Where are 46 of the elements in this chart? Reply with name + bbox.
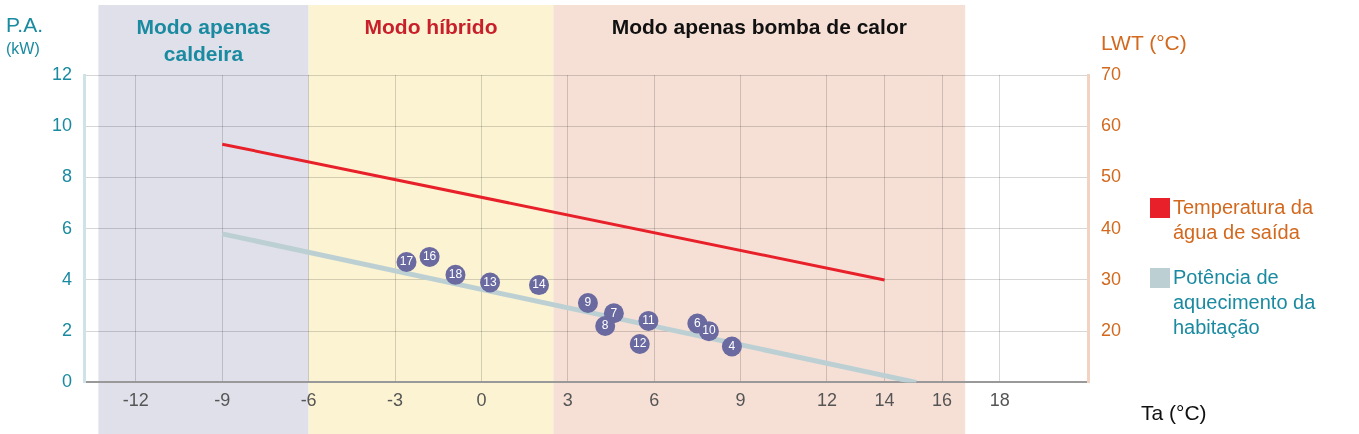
annotation: 4	[728, 338, 736, 353]
y-axis-title: P.A. (kW)	[6, 13, 43, 57]
x-tick-label: -6	[300, 390, 317, 411]
y2-tick-label: 70	[1100, 63, 1122, 84]
annotation: 18	[448, 267, 463, 282]
band-label: Modo apenas bomba de calor	[611, 14, 907, 38]
annotation: 12	[633, 336, 647, 351]
x-tick-label: -9	[214, 390, 231, 411]
x-tick-label: -3	[387, 390, 404, 411]
annotation: 8	[601, 318, 609, 333]
annotation: 17	[399, 254, 414, 269]
y-tick-label: 2	[62, 320, 73, 341]
y-tick-label: 6	[62, 217, 73, 238]
annotation: 16	[422, 249, 437, 264]
x-tick-label: 14	[874, 390, 895, 411]
x-tick-label: 18	[989, 390, 1010, 411]
x-tick-label: 9	[735, 390, 746, 411]
y2-tick-label: 50	[1100, 166, 1122, 187]
x-axis-title: Ta (°C)	[1140, 401, 1207, 424]
y2-tick-label: 60	[1100, 115, 1122, 136]
annotation: 9	[584, 295, 592, 310]
annotation: 7	[610, 305, 618, 320]
legend-label: Temperatura da água de saída	[1173, 195, 1315, 245]
y-tick-label: 8	[62, 166, 73, 187]
x-tick-label: 3	[562, 390, 573, 411]
y2-axis-title: LWT (°C)	[1100, 31, 1187, 54]
y-tick-label: 10	[51, 115, 73, 136]
annotation: 11	[642, 313, 655, 328]
annotation: 13	[483, 274, 498, 289]
annotation: 10	[702, 323, 716, 338]
y-tick-label: 0	[62, 371, 73, 392]
annotation: 14	[532, 277, 546, 292]
x-tick-label: 12	[816, 390, 837, 411]
band-label: Modo híbrido	[364, 14, 498, 38]
y2-tick-label: 20	[1100, 320, 1122, 341]
annotation: 6	[694, 315, 702, 330]
x-tick-label: 16	[932, 390, 953, 411]
legend-label: Potência de aquecimento da habitação	[1173, 265, 1317, 340]
y-tick-label: 12	[51, 63, 73, 84]
y2-tick-label: 40	[1100, 217, 1122, 238]
x-tick-label: 0	[476, 390, 487, 411]
x-tick-label: 6	[649, 390, 660, 411]
y2-tick-label: 30	[1100, 268, 1122, 289]
x-tick-label: -12	[122, 390, 149, 411]
y-tick-label: 4	[62, 268, 73, 289]
band-label: Modo apenas caldeira	[136, 14, 271, 65]
